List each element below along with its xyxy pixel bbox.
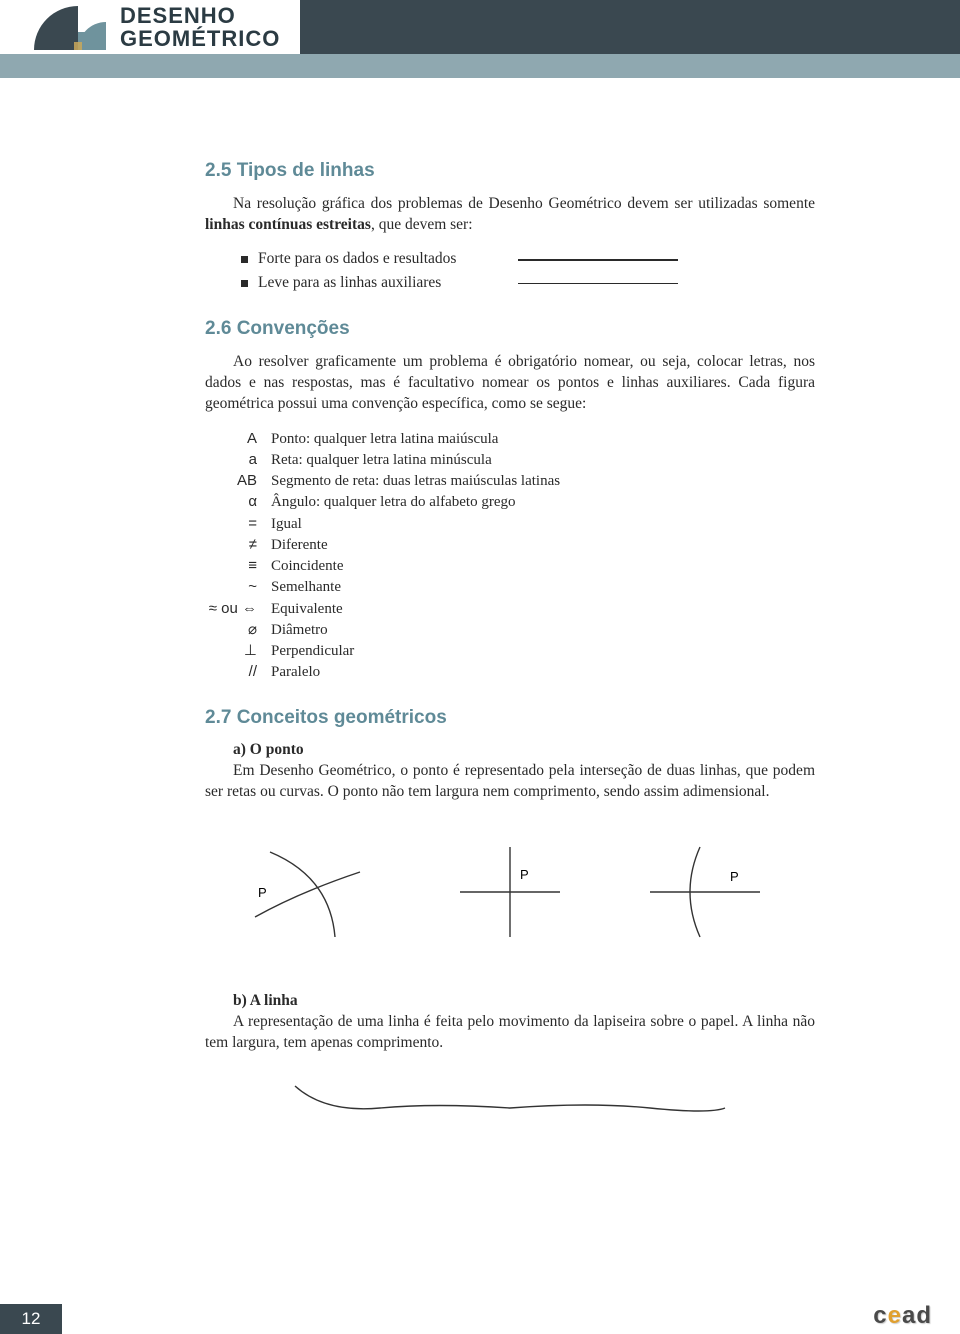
convention-label: Ângulo: qualquer letra do alfabeto grego [271, 492, 815, 512]
header-title: DESENHO GEOMÉTRICO [120, 4, 280, 50]
convention-label: Ponto: qualquer letra latina maiúscula [271, 429, 815, 449]
cead-logo: cead [873, 1302, 932, 1330]
sec27-b-text: A representação de uma linha é feita pel… [205, 1012, 815, 1054]
quarter-circles-logo [28, 0, 108, 54]
convention-row: ⌀Diâmetro [205, 620, 815, 640]
conventions-list: APonto: qualquer letra latina maiúsculaa… [205, 429, 815, 683]
bullet-square-icon [241, 280, 248, 287]
sec27-a-title: a) O ponto [205, 740, 815, 761]
bullet-forte-text: Forte para os dados e resultados [258, 249, 508, 270]
convention-label: Diferente [271, 535, 815, 555]
page-content: 2.5 Tipos de linhas Na resolução gráfica… [205, 78, 815, 1135]
convention-label: Reta: qualquer letra latina minúscula [271, 450, 815, 470]
convention-symbol: ≡ [205, 556, 271, 576]
convention-symbol: ⊥ [205, 641, 271, 661]
convention-row: =Igual [205, 514, 815, 534]
svg-text:P: P [730, 869, 739, 884]
convention-label: Paralelo [271, 662, 815, 682]
convention-label: Segmento de reta: duas letras maiúsculas… [271, 471, 815, 491]
header-gray-strip [0, 54, 960, 78]
convention-symbol: ≠ [205, 535, 271, 555]
convention-row: aReta: qualquer letra latina minúscula [205, 450, 815, 470]
sec25-pre: Na resolução gráfica dos problemas de De… [233, 195, 815, 212]
convention-label: Diâmetro [271, 620, 815, 640]
convention-label: Semelhante [271, 577, 815, 597]
convention-symbol: ≈ ou ⇔ [205, 599, 271, 619]
sec25-bold: linhas contínuas estreitas [205, 216, 371, 233]
convention-symbol: = [205, 514, 271, 534]
section-2-6-heading: 2.6 Convenções [205, 316, 815, 342]
convention-label: Perpendicular [271, 641, 815, 661]
section-2-6-paragraph: Ao resolver graficamente um problema é o… [205, 352, 815, 415]
convention-label: Igual [271, 514, 815, 534]
bullet-leve: Leve para as linhas auxiliares [241, 273, 815, 294]
page-number: 12 [0, 1304, 62, 1334]
convention-symbol: ⌀ [205, 620, 271, 640]
freehand-line-svg [290, 1078, 730, 1128]
point-example-arcs: P [240, 837, 380, 947]
convention-symbol: α [205, 492, 271, 512]
section-2-5-paragraph: Na resolução gráfica dos problemas de De… [205, 194, 815, 236]
bullet-leve-text: Leve para as linhas auxiliares [258, 273, 508, 294]
thin-line-sample [518, 283, 678, 284]
page-footer: 12 cead [0, 1294, 960, 1334]
convention-symbol: AB [205, 471, 271, 491]
convention-label: Equivalente [271, 599, 815, 619]
header-bar: DESENHO GEOMÉTRICO [0, 0, 960, 54]
convention-label: Coincidente [271, 556, 815, 576]
convention-row: ABSegmento de reta: duas letras maiúscul… [205, 471, 815, 491]
convention-row: APonto: qualquer letra latina maiúscula [205, 429, 815, 449]
section-2-7-heading: 2.7 Conceitos geométricos [205, 705, 815, 731]
point-example-arc-line: P [640, 837, 780, 947]
convention-row: ≈ ou ⇔Equivalente [205, 599, 815, 619]
header-title-line2: GEOMÉTRICO [120, 27, 280, 50]
convention-symbol: // [205, 662, 271, 682]
convention-symbol: a [205, 450, 271, 470]
convention-row: ~Semelhante [205, 577, 815, 597]
section-2-5-heading: 2.5 Tipos de linhas [205, 158, 815, 184]
thick-line-sample [518, 259, 678, 261]
line-example-figure [290, 1078, 730, 1135]
point-examples-row: P P P [205, 837, 815, 947]
point-example-cross: P [450, 837, 570, 947]
convention-row: ⊥Perpendicular [205, 641, 815, 661]
svg-text:P: P [258, 885, 267, 900]
sec27-a-text: Em Desenho Geométrico, o ponto é represe… [205, 761, 815, 803]
bullet-forte: Forte para os dados e resultados [241, 249, 815, 270]
logo-box: DESENHO GEOMÉTRICO [0, 0, 300, 54]
svg-text:P: P [520, 867, 529, 882]
bullet-square-icon [241, 256, 248, 263]
header-dark-bar [300, 0, 960, 54]
page-header: DESENHO GEOMÉTRICO [0, 0, 960, 78]
convention-symbol: A [205, 429, 271, 449]
convention-row: αÂngulo: qualquer letra do alfabeto greg… [205, 492, 815, 512]
sec25-post: , que devem ser: [371, 216, 473, 233]
header-title-line1: DESENHO [120, 4, 280, 27]
convention-row: ≠Diferente [205, 535, 815, 555]
convention-row: ≡Coincidente [205, 556, 815, 576]
sec25-bullets: Forte para os dados e resultados Leve pa… [241, 249, 815, 294]
convention-row: //Paralelo [205, 662, 815, 682]
convention-symbol: ~ [205, 577, 271, 597]
sec27-b-title: b) A linha [205, 991, 815, 1012]
